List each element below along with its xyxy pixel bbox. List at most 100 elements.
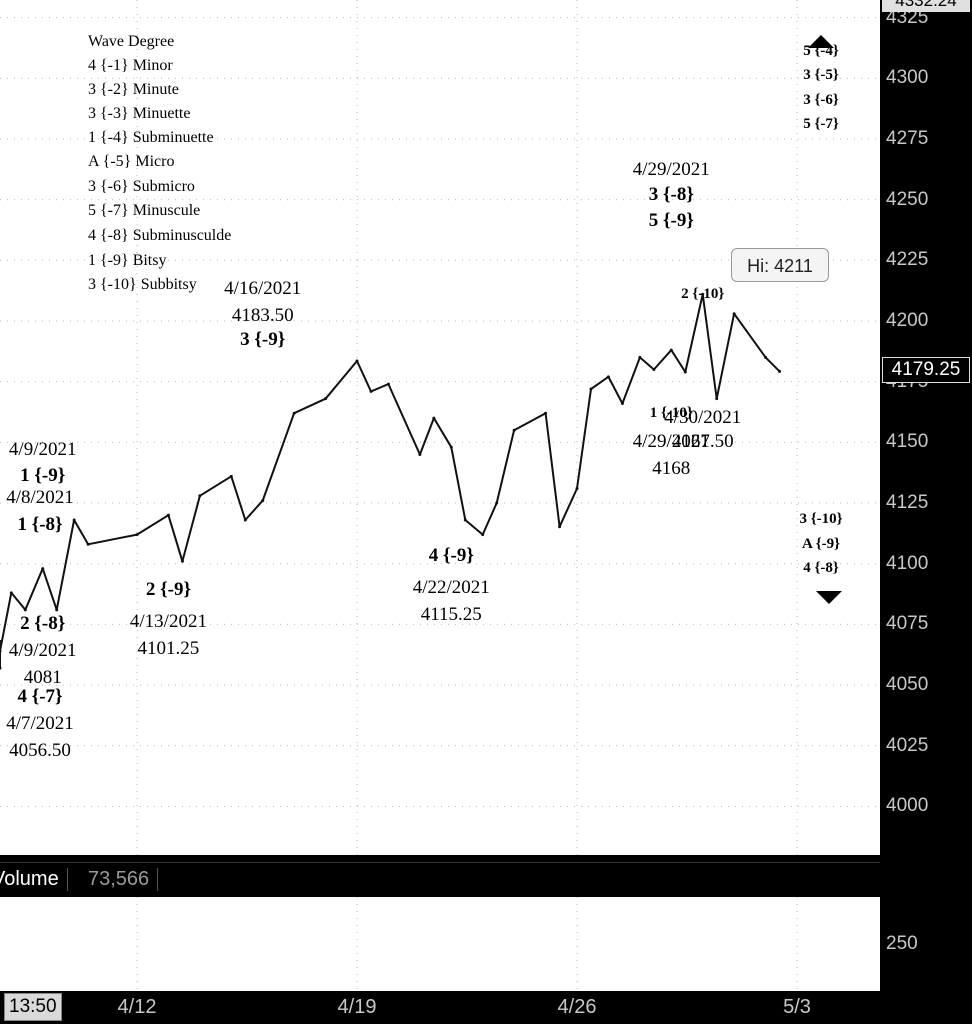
- wave-annotation-label: 4 {-9}: [428, 545, 474, 567]
- wave-annotation-label: 2 {-8}: [20, 613, 66, 635]
- price-point: [732, 312, 736, 316]
- price-point: [606, 375, 610, 379]
- price-point: [683, 370, 687, 374]
- price-point: [292, 411, 296, 415]
- wave-annotation-label: 4 {-8}: [803, 560, 839, 576]
- volume-bars-svg: [136, 897, 798, 991]
- wave-annotation-label: A {-9}: [801, 535, 841, 552]
- wave-annotation-label: 5 {-9}: [648, 210, 694, 232]
- price-point: [261, 499, 265, 503]
- last-price-label: 4179.25: [882, 357, 970, 383]
- date-axis-tick-label: 4/19: [337, 996, 377, 1018]
- price-point: [463, 518, 467, 522]
- volume-axis-tick: 250: [886, 933, 918, 954]
- legend-item: 4 {-8} Subminusculde: [88, 227, 232, 244]
- legend-item: 1 {-9} Bitsy: [88, 252, 167, 269]
- price-point: [72, 518, 76, 522]
- legend-item: 3 {-3} Minuette: [88, 105, 191, 122]
- price-point: [324, 397, 328, 401]
- wave-annotation-label: 4081: [23, 666, 62, 688]
- down-triangle-icon: [816, 591, 842, 604]
- volume-header: Volume 73,566: [0, 862, 880, 898]
- wave-annotation-label: 4168: [652, 458, 691, 480]
- wave-annotation-label: 4/9/2021: [8, 640, 77, 662]
- legend-item: 1 {-4} Subminuette: [88, 129, 214, 146]
- date-axis[interactable]: 4/12 4/19 4/26 5/3: [0, 991, 880, 1024]
- price-point: [0, 639, 2, 643]
- price-point: [544, 411, 548, 415]
- wave-annotation-label: 5 {-4}: [803, 42, 839, 59]
- axis-top-price-label: 4332.24: [882, 0, 970, 12]
- wave-annotation-label: 3 {-5}: [803, 67, 839, 84]
- wave-annotation-label: 4/9/2021: [8, 438, 77, 460]
- wave-annotation-label: 1 {-8}: [17, 513, 63, 535]
- price-point: [495, 501, 499, 505]
- price-point: [0, 649, 2, 653]
- price-axis-tick-label: 4000: [886, 795, 929, 817]
- price-point: [135, 533, 139, 537]
- wave-annotation-label: 2 {-9}: [145, 579, 191, 601]
- price-point: [764, 355, 768, 359]
- price-point: [701, 292, 705, 296]
- price-axis-tick-label: 4125: [886, 492, 929, 514]
- wave-annotation-label: 4/29/2021: [632, 431, 710, 453]
- price-series-line: [0, 293, 781, 670]
- price-point: [558, 525, 562, 529]
- volume-chart-panel[interactable]: [0, 897, 880, 991]
- wave-annotation-label: 4/13/2021: [129, 610, 207, 632]
- price-point: [589, 387, 593, 391]
- volume-value: 73,566: [82, 868, 159, 891]
- price-point: [166, 513, 170, 517]
- price-point: [198, 494, 202, 498]
- price-axis[interactable]: 4000402540504075410041254150417542004225…: [880, 0, 972, 1024]
- price-point: [9, 591, 13, 595]
- wave-annotation-label: 4/30/2021: [664, 407, 742, 429]
- date-axis-tick-label: 4/12: [117, 996, 157, 1018]
- price-point: [229, 474, 233, 478]
- price-point: [449, 445, 453, 449]
- price-axis-tick-label: 4075: [886, 613, 929, 635]
- price-point: [418, 452, 422, 456]
- wave-annotation-label: 3 {-10}: [799, 511, 843, 528]
- price-point: [481, 533, 485, 537]
- legend-item: 3 {-10} Subbitsy: [88, 276, 197, 293]
- price-chart-svg: [0, 0, 880, 855]
- price-point: [355, 359, 359, 363]
- price-axis-tick-label: 4275: [886, 127, 929, 149]
- wave-annotation-label: 4/8/2021: [6, 487, 74, 509]
- price-axis-tick-label: 4200: [886, 309, 929, 331]
- wave-annotation-label: 3 {-9}: [240, 329, 286, 351]
- wave-annotation-label: 4056.50: [9, 739, 71, 761]
- price-point: [669, 348, 673, 352]
- price-point: [620, 402, 624, 406]
- wave-annotation-label: 4183.50: [231, 305, 294, 327]
- price-axis-tick-label: 4100: [886, 552, 929, 574]
- wave-annotation-label: 4/7/2021: [6, 712, 74, 734]
- high-price-callout: Hi: 4211: [731, 248, 829, 282]
- price-point: [512, 428, 516, 432]
- price-point: [41, 567, 45, 571]
- price-point: [243, 518, 247, 522]
- legend-item: 5 {-7} Minuscule: [88, 202, 201, 219]
- volume-title: Volume: [0, 868, 68, 891]
- price-point: [432, 416, 436, 420]
- price-point: [55, 608, 59, 612]
- legend-item: 4 {-1} Minor: [88, 57, 173, 74]
- wave-annotation-label: 4101.25: [137, 637, 200, 659]
- price-point: [638, 355, 642, 359]
- price-chart-panel[interactable]: Wave Degree 4 {-1} Minor 3 {-2} Minute 3…: [0, 0, 880, 855]
- price-point: [0, 666, 2, 670]
- price-point: [180, 559, 184, 563]
- wave-annotation-label: 4/29/2021: [632, 159, 710, 181]
- price-point: [652, 368, 656, 372]
- wave-annotation-label: 1 {-10}: [649, 404, 693, 421]
- price-axis-tick-label: 4300: [886, 67, 929, 89]
- wave-annotation-label: 4115.25: [420, 603, 482, 625]
- wave-annotation-label: 4167.50: [671, 431, 734, 453]
- legend-item: 3 {-2} Minute: [88, 81, 179, 98]
- price-point: [778, 369, 782, 373]
- price-axis-tick-label: 4225: [886, 249, 929, 271]
- wave-annotation-label: 2 {-10}: [681, 285, 725, 302]
- wave-annotation-label: 1 {-9}: [20, 465, 66, 487]
- wave-annotation-label: 5 {-7}: [803, 115, 839, 132]
